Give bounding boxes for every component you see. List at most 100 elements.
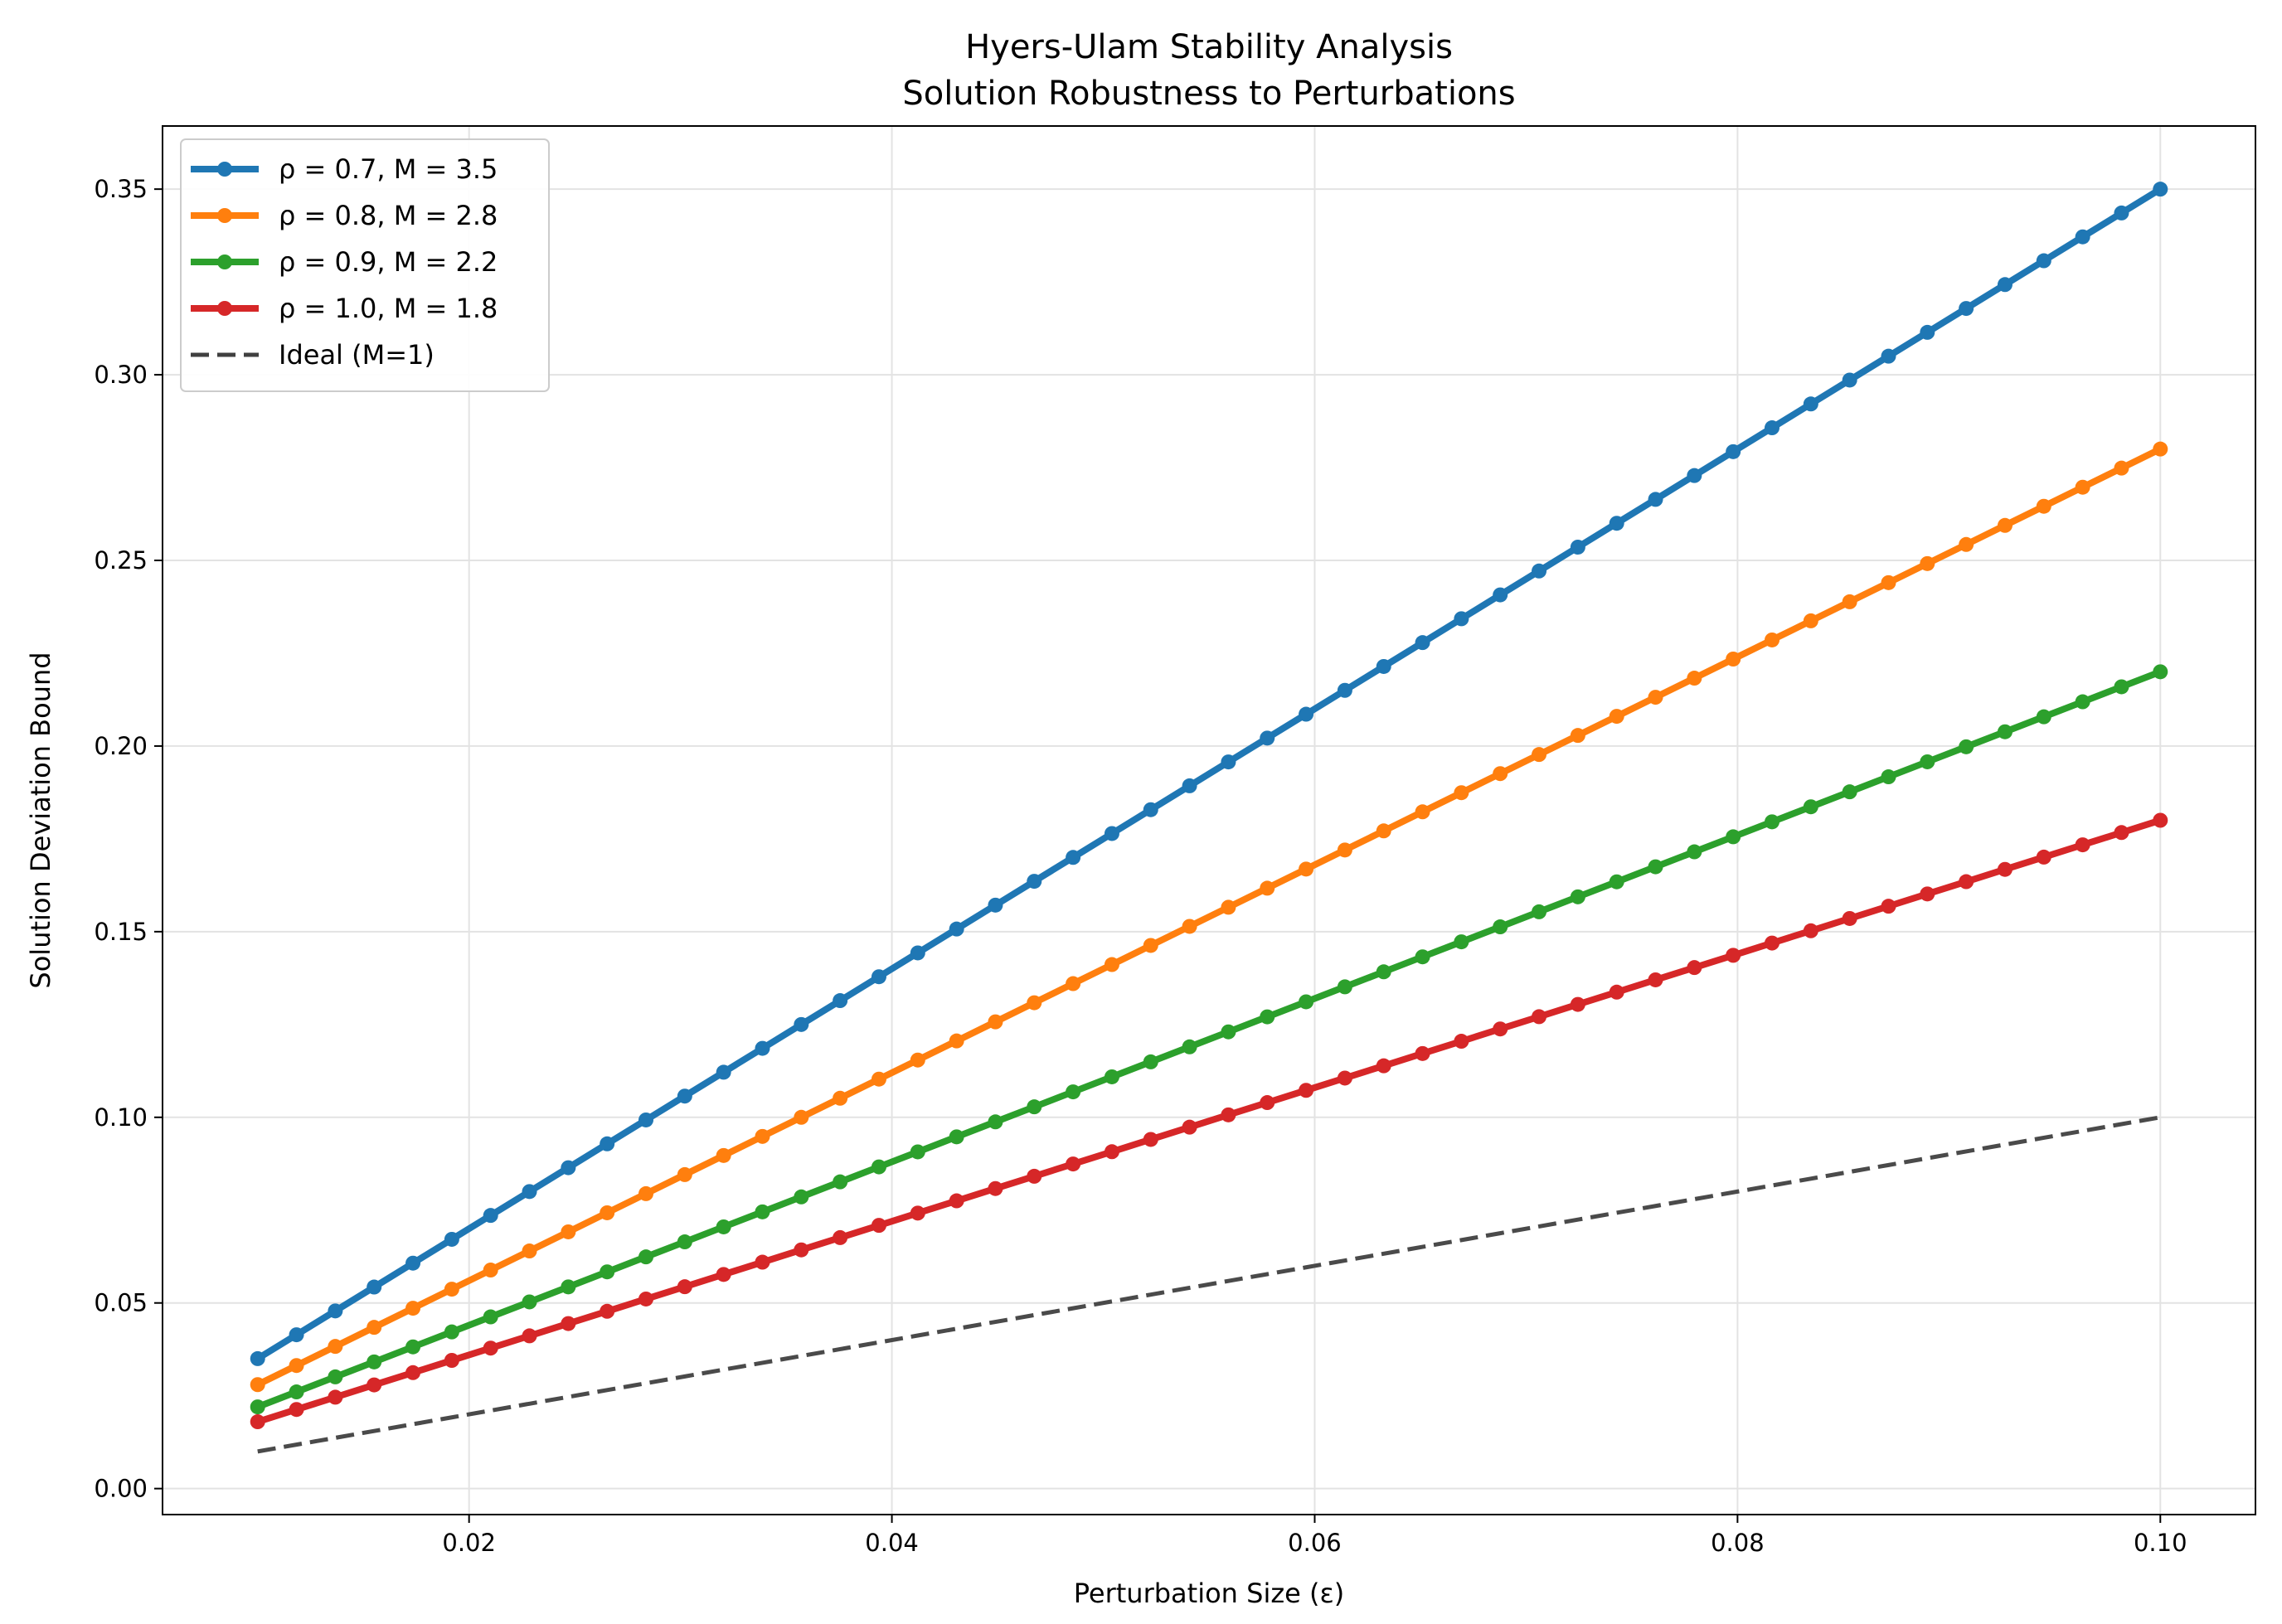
data-point bbox=[1959, 301, 1974, 317]
data-point bbox=[1260, 880, 1275, 896]
data-point bbox=[1648, 859, 1663, 875]
data-point bbox=[2114, 825, 2129, 841]
data-point bbox=[1609, 984, 1624, 1000]
data-point bbox=[2153, 812, 2168, 828]
x-tick-label: 0.02 bbox=[442, 1529, 496, 1557]
data-point bbox=[367, 1320, 382, 1336]
data-point bbox=[677, 1234, 692, 1250]
data-point bbox=[1104, 1069, 1119, 1084]
data-point bbox=[600, 1264, 615, 1280]
data-point bbox=[250, 1350, 265, 1366]
data-point bbox=[2075, 229, 2090, 245]
data-point bbox=[1881, 348, 1896, 364]
data-point bbox=[250, 1399, 265, 1415]
data-point bbox=[1066, 850, 1081, 865]
data-point bbox=[1532, 563, 1547, 579]
data-point bbox=[1260, 1009, 1275, 1025]
legend-box bbox=[180, 138, 550, 392]
data-point bbox=[677, 1088, 692, 1104]
data-point bbox=[522, 1184, 537, 1200]
data-point bbox=[833, 1229, 848, 1245]
data-point bbox=[1803, 396, 1818, 412]
data-point bbox=[405, 1255, 421, 1271]
data-point bbox=[1454, 1034, 1469, 1050]
data-point bbox=[871, 1159, 886, 1175]
data-point bbox=[1648, 492, 1663, 507]
data-point bbox=[367, 1279, 382, 1295]
data-point bbox=[2153, 182, 2168, 197]
data-point bbox=[638, 1249, 654, 1265]
data-point bbox=[1959, 739, 1974, 754]
data-point bbox=[1299, 994, 1314, 1010]
data-point bbox=[1726, 652, 1741, 667]
data-point bbox=[1532, 747, 1547, 763]
legend-marker bbox=[217, 255, 232, 269]
data-point bbox=[1066, 1084, 1081, 1100]
legend-label: Ideal (M=1) bbox=[279, 339, 435, 371]
data-point bbox=[1299, 861, 1314, 877]
data-point bbox=[755, 1204, 770, 1219]
data-point bbox=[289, 1402, 304, 1418]
data-point bbox=[1997, 517, 2013, 533]
data-point bbox=[250, 1414, 265, 1430]
data-point bbox=[2114, 460, 2129, 476]
grid bbox=[163, 126, 2255, 1515]
data-point bbox=[1143, 1132, 1158, 1147]
data-point bbox=[1415, 949, 1430, 965]
data-point bbox=[1027, 1099, 1042, 1115]
y-tick-label: 0.15 bbox=[94, 918, 148, 946]
data-point bbox=[1260, 730, 1275, 746]
y-tick-label: 0.10 bbox=[94, 1103, 148, 1132]
data-point bbox=[638, 1185, 654, 1201]
x-tick-label: 0.10 bbox=[2134, 1529, 2187, 1557]
legend-item: ρ = 0.9, M = 2.2 bbox=[191, 246, 498, 278]
data-point bbox=[949, 1193, 964, 1209]
data-point bbox=[1842, 910, 1857, 926]
data-point bbox=[755, 1128, 770, 1144]
data-point bbox=[988, 1180, 1003, 1196]
data-point bbox=[1415, 635, 1430, 651]
data-point bbox=[638, 1291, 654, 1306]
data-point bbox=[716, 1147, 731, 1163]
data-point bbox=[1687, 844, 1702, 860]
data-point bbox=[1027, 874, 1042, 890]
data-point bbox=[716, 1219, 731, 1234]
data-point bbox=[522, 1328, 537, 1344]
x-tick-label: 0.04 bbox=[865, 1529, 919, 1557]
data-point bbox=[833, 1174, 848, 1190]
data-point bbox=[716, 1267, 731, 1282]
series-1 bbox=[250, 182, 2168, 1366]
data-point bbox=[1493, 587, 1508, 603]
data-point bbox=[1493, 766, 1508, 782]
data-point bbox=[1337, 842, 1352, 858]
data-point bbox=[1920, 886, 1935, 902]
data-point bbox=[1648, 972, 1663, 987]
series-line bbox=[257, 1115, 2161, 1454]
data-point bbox=[833, 1090, 848, 1106]
data-point bbox=[1415, 804, 1430, 820]
data-point bbox=[949, 1129, 964, 1145]
data-point bbox=[1376, 823, 1391, 839]
legend-item: ρ = 0.7, M = 3.5 bbox=[191, 153, 498, 185]
data-point bbox=[1182, 1119, 1197, 1135]
ticks: 0.02 0.04 0.06 0.08 0.10 0.00 0.05 0.10 0.15 0.20… bbox=[94, 175, 2187, 1557]
data-point bbox=[600, 1136, 615, 1151]
data-point bbox=[638, 1112, 654, 1127]
legend-marker bbox=[217, 208, 232, 223]
series-layer bbox=[250, 182, 2168, 1454]
data-point bbox=[1493, 919, 1508, 935]
data-point bbox=[1454, 934, 1469, 950]
data-point bbox=[1143, 802, 1158, 817]
data-point bbox=[1532, 904, 1547, 919]
data-point bbox=[677, 1166, 692, 1182]
data-point bbox=[1337, 979, 1352, 995]
data-point bbox=[561, 1316, 576, 1331]
data-point bbox=[1493, 1021, 1508, 1037]
data-point bbox=[1764, 814, 1779, 830]
legend-marker bbox=[217, 162, 232, 177]
data-point bbox=[2075, 837, 2090, 853]
y-tick-label: 0.00 bbox=[94, 1475, 148, 1503]
data-point bbox=[1687, 671, 1702, 686]
data-point bbox=[405, 1339, 421, 1355]
data-point bbox=[1803, 613, 1818, 628]
